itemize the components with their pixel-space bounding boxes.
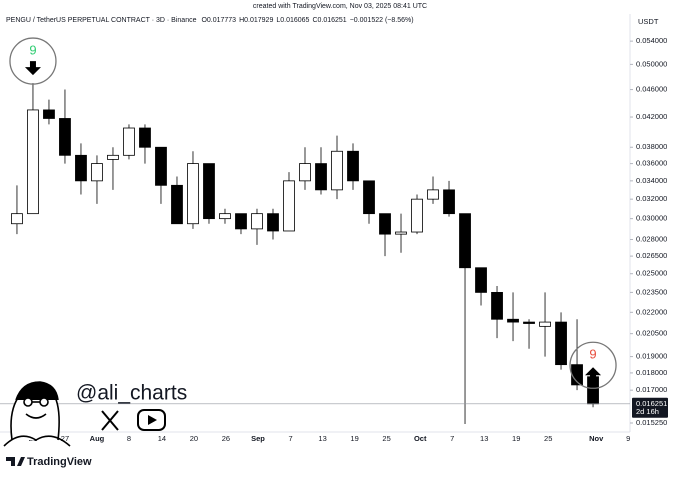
- candle-body: [411, 198, 423, 233]
- y-tick-label: 0.030000: [636, 214, 667, 223]
- plot: 0.054000 0.050000 0.046000 0.042000 0.038000…: [0, 36, 668, 443]
- y-tick-label: 0.023500: [636, 287, 667, 296]
- candle-body: [363, 180, 375, 215]
- candle-body: [315, 163, 327, 191]
- y-tick-label: 0.032000: [636, 194, 667, 203]
- currency: USDT: [638, 17, 659, 26]
- x-tick-label: Sep: [251, 434, 265, 443]
- ohlc: −0.001522 (−8.56%): [349, 17, 414, 24]
- ohlc: L0.016065: [276, 17, 310, 24]
- y-tick-label: 0.015250: [636, 418, 667, 427]
- candle-body: [459, 213, 471, 269]
- annotation-arrow: [24, 61, 41, 76]
- candle-body: [171, 184, 183, 225]
- candle-body: [539, 321, 551, 327]
- annotation-label: 9: [589, 347, 596, 362]
- candle-body: [331, 150, 343, 191]
- x-tick-label: 7: [289, 434, 293, 443]
- candle-body: [347, 150, 359, 182]
- x-tick-label: 9: [626, 434, 630, 443]
- candle-body: [379, 213, 391, 235]
- candle-body: [123, 127, 135, 156]
- x-tick-label: 25: [544, 434, 552, 443]
- symbol: PENGU / TetherUS PERPETUAL CONTRACT · 3D…: [6, 17, 197, 24]
- candle-body: [523, 321, 535, 324]
- x-tick-label: 7: [450, 434, 454, 443]
- x-tick-label: 26: [222, 434, 230, 443]
- x-tick-label: 19: [512, 434, 520, 443]
- x-tick-label: Aug: [90, 434, 105, 443]
- y-tick-label: 0.038000: [636, 142, 667, 151]
- candle-body: [219, 213, 231, 220]
- y-tick-label: 0.054000: [636, 36, 667, 45]
- ohlc: O0.017773: [201, 17, 237, 24]
- annotation-arrow: [585, 367, 602, 382]
- ohlc: H0.017929: [239, 17, 274, 24]
- youtube-icon: [137, 409, 166, 431]
- brand: TradingView: [27, 456, 92, 468]
- candle-body: [507, 318, 519, 323]
- candle-body: [235, 213, 247, 230]
- candle-body: [299, 163, 311, 182]
- y-tick-label: 0.042000: [636, 112, 667, 121]
- x-tick-label: 20: [190, 434, 198, 443]
- y-tick-label: 0.046000: [636, 85, 667, 94]
- x-tick-label: Nov: [589, 434, 604, 443]
- x-tick-label: 19: [350, 434, 358, 443]
- candle-body: [155, 146, 167, 186]
- ohlc: C0.016251: [312, 17, 347, 24]
- y-tick-label: 0.050000: [636, 59, 667, 68]
- y-tick-label: 0.028000: [636, 234, 667, 243]
- candle-body: [75, 154, 87, 182]
- candle-body: [267, 213, 279, 232]
- x-tick-label: Oct: [414, 434, 427, 443]
- x-tick-label: 27: [61, 434, 69, 443]
- y-tick-label: 0.019000: [636, 352, 667, 361]
- annotation-label: 9: [29, 43, 36, 58]
- candle-body: [187, 163, 199, 225]
- x-tick-label: 8: [127, 434, 131, 443]
- tv-logo: [6, 457, 25, 466]
- y-tick-label: 0.020500: [636, 329, 667, 338]
- x-tick-label: 25: [382, 434, 390, 443]
- candle-body: [139, 127, 151, 148]
- candle-body: [91, 163, 103, 182]
- annotation-circle: [9, 37, 57, 85]
- y-tick-label: 0.018000: [636, 368, 667, 377]
- y-tick-label: 0.017000: [636, 385, 667, 394]
- candle-body: [427, 189, 439, 200]
- candle-body: [555, 321, 567, 366]
- symbol-legend: PENGU / TetherUS PERPETUAL CONTRACT · 3D…: [6, 17, 417, 24]
- y-tick-label: 0.022000: [636, 307, 667, 316]
- candle-body: [491, 291, 503, 320]
- candle-body: [27, 109, 39, 215]
- annotation-circle: [569, 341, 617, 389]
- candle-body: [43, 109, 55, 119]
- candle-body: [283, 180, 295, 232]
- x-icon: [101, 410, 119, 431]
- candle-body: [11, 213, 23, 225]
- y-tick-label: 0.025000: [636, 269, 667, 278]
- candle-body: [107, 154, 119, 160]
- candle-body: [251, 213, 263, 230]
- candle-body: [395, 231, 407, 235]
- candle-body: [443, 189, 455, 215]
- x-tick-label: 13: [480, 434, 488, 443]
- price-box: [632, 397, 668, 418]
- y-tick-label: 0.036000: [636, 159, 667, 168]
- candle-body: [59, 118, 71, 156]
- y-tick-label: 0.026500: [636, 251, 667, 260]
- price-label: 0.016251: [636, 399, 667, 408]
- x-tick-label: 13: [318, 434, 326, 443]
- handle: @ali_charts: [76, 382, 187, 405]
- x-tick-label: 14: [158, 434, 166, 443]
- avatar: [3, 381, 71, 447]
- candle-body: [203, 163, 215, 220]
- countdown: 2d 16h: [636, 407, 659, 416]
- candle-body: [475, 267, 487, 293]
- created-note: created with TradingView.com, Nov 03, 20…: [252, 3, 428, 10]
- y-tick-label: 0.034000: [636, 176, 667, 185]
